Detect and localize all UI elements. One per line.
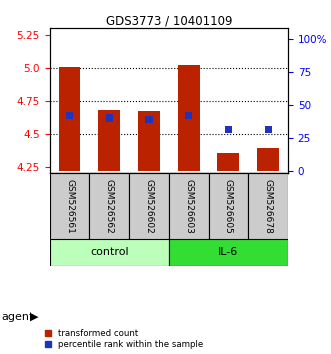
Bar — [185, 112, 192, 119]
Text: IL-6: IL-6 — [218, 247, 239, 257]
Bar — [59, 67, 80, 171]
Bar — [98, 110, 120, 171]
Text: GSM526605: GSM526605 — [224, 178, 233, 233]
Bar — [225, 126, 232, 133]
Text: GSM526562: GSM526562 — [105, 178, 114, 233]
Bar — [129, 173, 169, 239]
Text: GSM526602: GSM526602 — [144, 178, 154, 233]
Bar — [145, 116, 153, 123]
Bar — [178, 65, 200, 171]
Text: GSM526678: GSM526678 — [263, 178, 273, 233]
Bar — [50, 239, 169, 266]
Text: agent: agent — [2, 312, 34, 322]
Bar — [169, 173, 209, 239]
Bar — [50, 173, 89, 239]
Bar — [66, 112, 73, 119]
Bar — [264, 126, 272, 133]
Text: GSM526603: GSM526603 — [184, 178, 193, 233]
Title: GDS3773 / 10401109: GDS3773 / 10401109 — [106, 14, 232, 27]
Bar — [106, 114, 113, 121]
Text: ▶: ▶ — [30, 312, 39, 322]
Bar — [169, 239, 288, 266]
Bar — [209, 173, 248, 239]
Text: GSM526561: GSM526561 — [65, 178, 74, 233]
Bar — [89, 173, 129, 239]
Legend: transformed count, percentile rank within the sample: transformed count, percentile rank withi… — [44, 328, 204, 350]
Bar — [257, 148, 279, 171]
Bar — [248, 173, 288, 239]
Text: control: control — [90, 247, 128, 257]
Bar — [217, 154, 239, 171]
Bar — [138, 111, 160, 171]
